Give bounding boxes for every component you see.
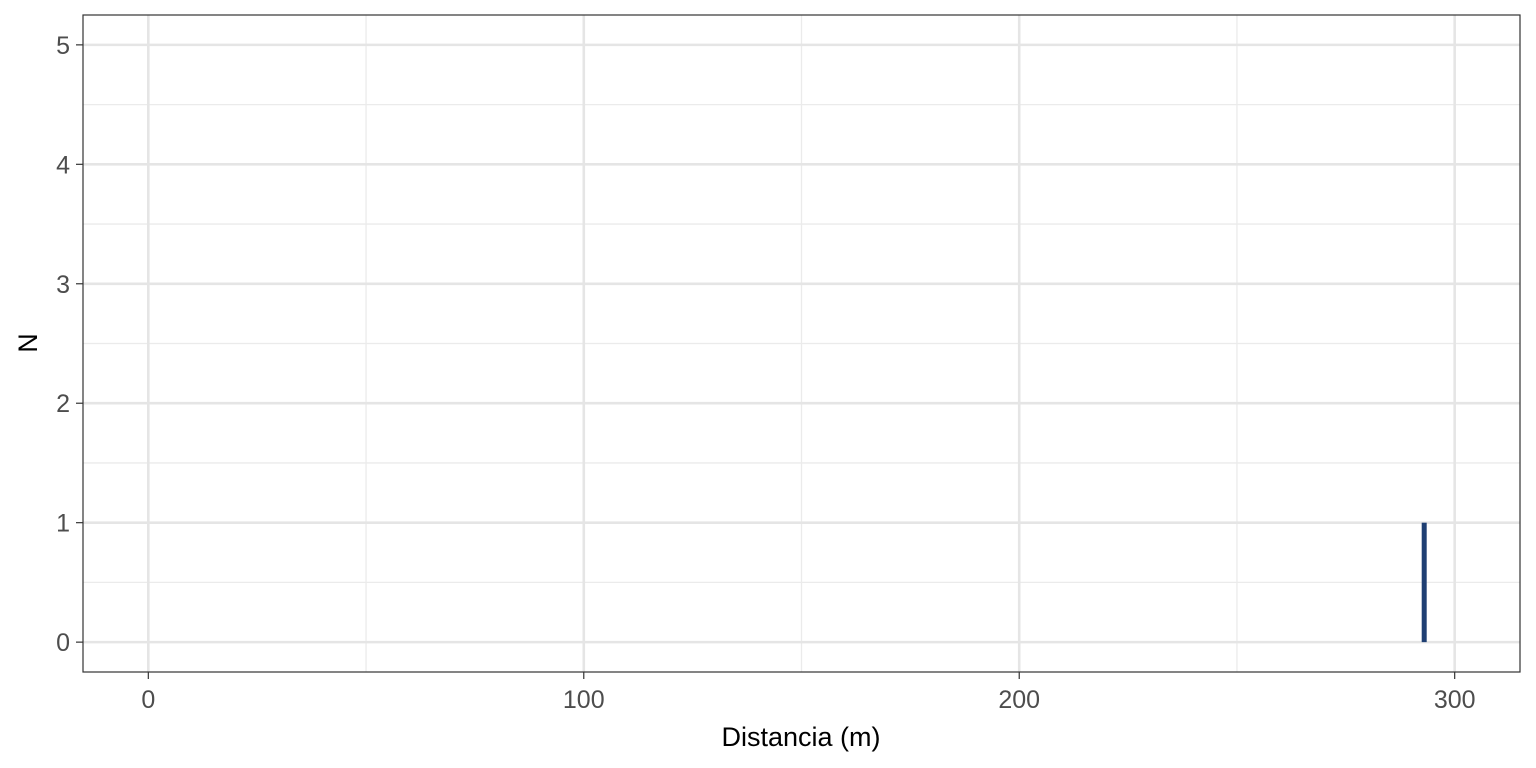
y-tick-label: 2 bbox=[56, 390, 70, 418]
x-tick-label: 100 bbox=[563, 686, 605, 714]
bars bbox=[1421, 522, 1427, 643]
x-tick-label: 300 bbox=[1434, 686, 1476, 714]
x-tick-label: 0 bbox=[141, 686, 155, 714]
bar bbox=[1421, 522, 1427, 643]
y-tick-label: 4 bbox=[56, 151, 70, 179]
x-tick-label: 200 bbox=[998, 686, 1040, 714]
y-tick-label: 5 bbox=[56, 32, 70, 60]
y-tick-label: 1 bbox=[56, 510, 70, 538]
y-axis-title: N bbox=[13, 333, 43, 353]
minor-gridlines bbox=[83, 15, 1520, 672]
y-axis: 0 1 2 3 4 5 bbox=[56, 32, 83, 657]
y-tick-label: 0 bbox=[56, 629, 70, 657]
x-axis: 0 100 200 300 bbox=[141, 672, 1476, 714]
plot-panel-border bbox=[82, 14, 1521, 673]
major-gridlines bbox=[83, 15, 1520, 672]
y-tick-label: 3 bbox=[56, 271, 70, 299]
x-axis-title: Distancia (m) bbox=[721, 722, 880, 752]
